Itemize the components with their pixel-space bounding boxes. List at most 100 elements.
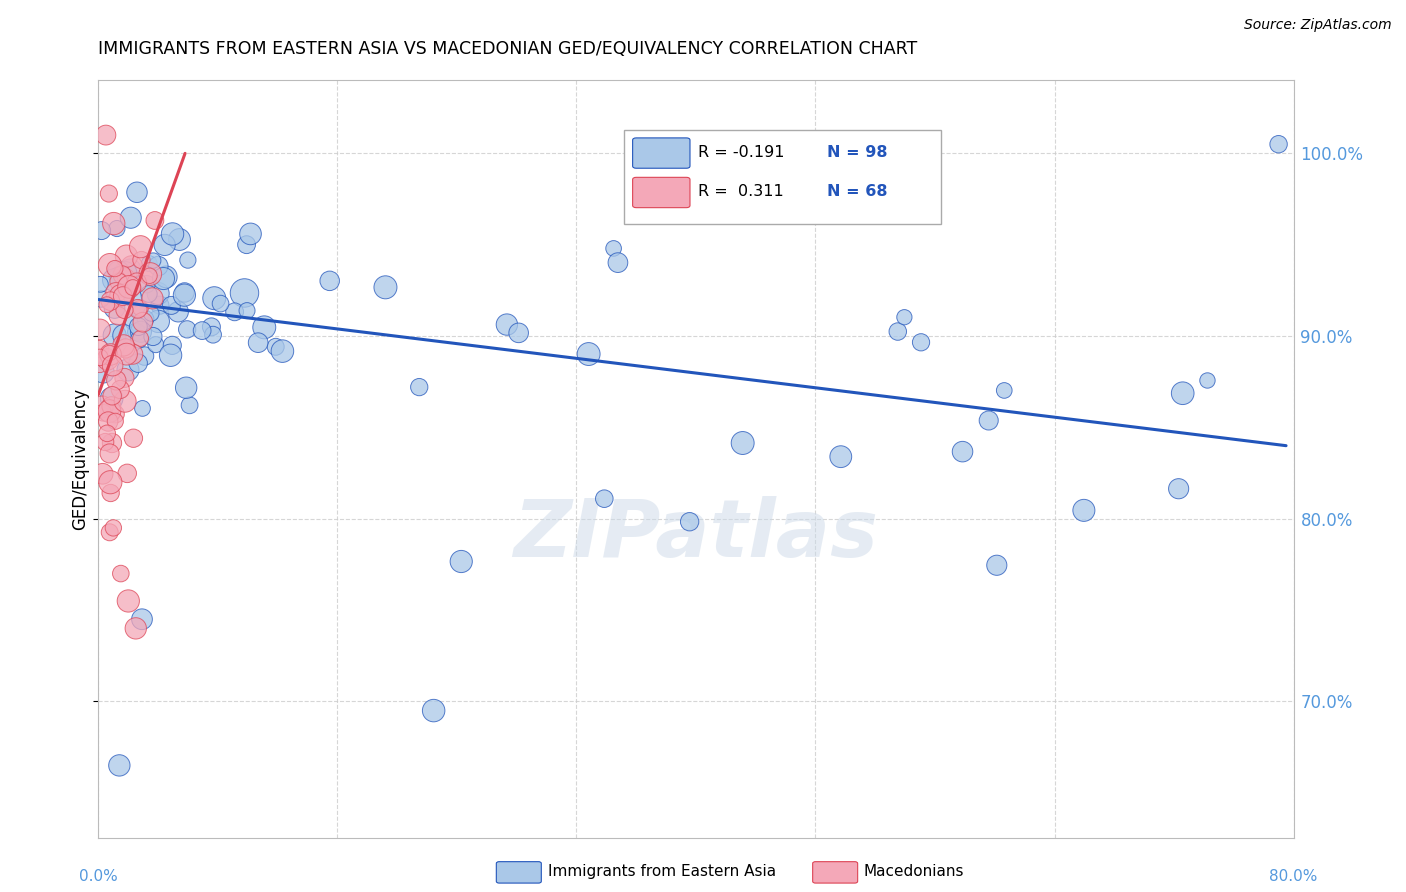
Point: [91, 365, 114, 379]
Point: [127, 356, 149, 370]
Point: [103, 217, 125, 231]
Point: [96, 426, 118, 441]
Point: [114, 394, 136, 409]
Point: [100, 399, 122, 413]
Point: [233, 285, 256, 300]
Point: [606, 255, 628, 269]
Point: [122, 431, 145, 445]
Point: [100, 392, 122, 406]
Point: [114, 279, 136, 293]
Text: Source: ZipAtlas.com: Source: ZipAtlas.com: [1244, 18, 1392, 32]
Point: [117, 363, 139, 377]
Point: [174, 381, 197, 395]
Y-axis label: GED/Equivalency: GED/Equivalency: [72, 388, 90, 531]
Point: [167, 305, 190, 319]
Point: [96, 298, 118, 312]
Point: [408, 380, 430, 394]
Point: [108, 269, 131, 284]
Point: [141, 306, 163, 320]
Point: [90, 223, 112, 237]
Point: [160, 298, 183, 312]
Point: [153, 238, 176, 252]
Text: N = 68: N = 68: [827, 185, 889, 199]
Point: [91, 400, 114, 414]
Text: 0.0%: 0.0%: [79, 869, 118, 884]
Point: [114, 342, 136, 356]
Point: [134, 349, 156, 363]
Point: [169, 233, 191, 247]
Point: [887, 325, 910, 339]
Point: [1197, 374, 1219, 388]
Point: [98, 475, 122, 490]
Point: [94, 128, 117, 142]
Point: [191, 324, 214, 338]
Point: [162, 338, 184, 352]
Point: [148, 259, 170, 273]
Text: ZIPatlas: ZIPatlas: [513, 496, 879, 574]
Point: [125, 621, 148, 635]
Point: [89, 343, 111, 357]
Point: [111, 268, 134, 282]
Point: [125, 276, 148, 290]
Point: [135, 277, 157, 292]
Point: [127, 319, 149, 334]
Point: [224, 305, 246, 319]
Point: [202, 327, 225, 342]
Point: [89, 322, 111, 336]
Point: [138, 268, 160, 283]
Point: [155, 269, 177, 284]
Point: [104, 261, 127, 276]
Point: [910, 335, 932, 350]
Point: [98, 258, 121, 272]
Point: [107, 264, 129, 278]
Point: [115, 249, 138, 263]
Point: [98, 404, 121, 418]
Point: [830, 450, 852, 464]
Point: [450, 554, 472, 568]
Point: [100, 347, 122, 361]
Point: [97, 186, 120, 201]
Point: [508, 326, 530, 340]
Point: [118, 280, 141, 294]
Point: [142, 253, 165, 268]
Point: [98, 446, 121, 460]
Point: [107, 309, 129, 323]
Point: [94, 435, 117, 450]
Point: [89, 277, 111, 292]
Point: [107, 275, 129, 289]
Point: [122, 315, 145, 329]
Point: [129, 325, 152, 339]
Point: [602, 242, 624, 256]
Point: [125, 325, 148, 339]
Point: [993, 384, 1015, 398]
Point: [374, 280, 396, 294]
Point: [179, 398, 201, 412]
Point: [121, 260, 143, 274]
Point: [235, 237, 257, 252]
Point: [125, 186, 148, 200]
Point: [593, 491, 616, 506]
Point: [177, 253, 200, 268]
Point: [143, 213, 166, 227]
Point: [104, 285, 127, 300]
Point: [89, 351, 111, 365]
Point: [104, 328, 127, 343]
Point: [129, 240, 152, 254]
Text: R =  0.311: R = 0.311: [699, 185, 785, 199]
Point: [838, 177, 860, 191]
Point: [200, 319, 222, 334]
Point: [247, 335, 270, 350]
Point: [127, 301, 149, 316]
Point: [129, 301, 152, 316]
Point: [173, 288, 195, 302]
Text: 80.0%: 80.0%: [1270, 869, 1317, 884]
Point: [148, 314, 170, 328]
Point: [105, 221, 128, 235]
Point: [134, 312, 156, 326]
Point: [202, 291, 225, 305]
Point: [104, 407, 127, 421]
Point: [578, 347, 600, 361]
Point: [114, 303, 136, 318]
Point: [146, 286, 169, 301]
Point: [98, 525, 121, 540]
